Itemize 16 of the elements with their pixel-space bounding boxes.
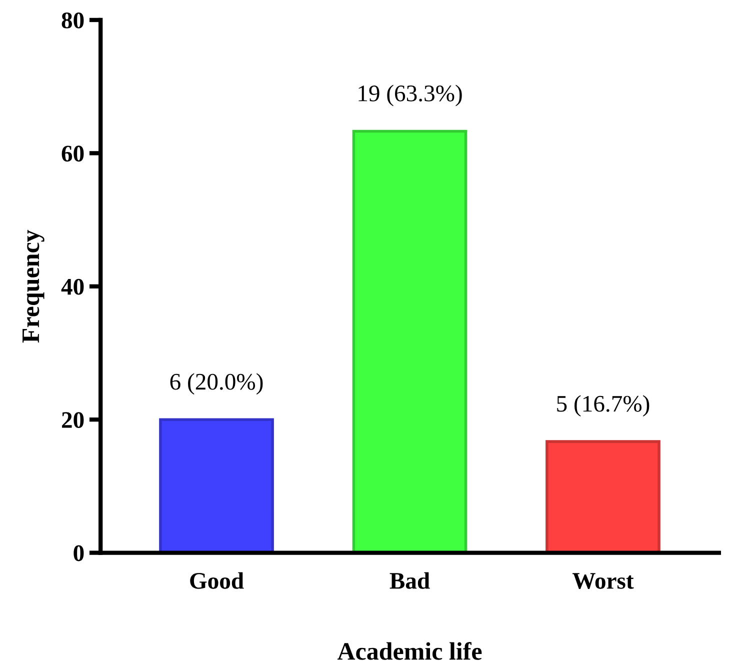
x-tick-label: Bad bbox=[390, 572, 430, 589]
data-label: 5 (16.7%) bbox=[557, 395, 650, 417]
x-axis-title: Academic life bbox=[337, 642, 482, 660]
data-label: 19 (63.3%) bbox=[358, 84, 462, 106]
y-tick-label: 0 bbox=[74, 545, 84, 562]
bar bbox=[159, 418, 274, 553]
bar bbox=[546, 440, 660, 553]
data-label: 6 (20.0%) bbox=[170, 373, 263, 395]
y-tick-label: 20 bbox=[62, 412, 84, 428]
x-tick-label: Worst bbox=[572, 573, 634, 589]
y-tick-label: 80 bbox=[62, 12, 84, 28]
y-tick-label: 40 bbox=[61, 278, 84, 295]
y-axis-title: Frequency bbox=[22, 230, 44, 343]
x-tick-label: Good bbox=[190, 572, 244, 589]
bar bbox=[352, 130, 468, 553]
y-tick-label: 60 bbox=[62, 146, 84, 162]
